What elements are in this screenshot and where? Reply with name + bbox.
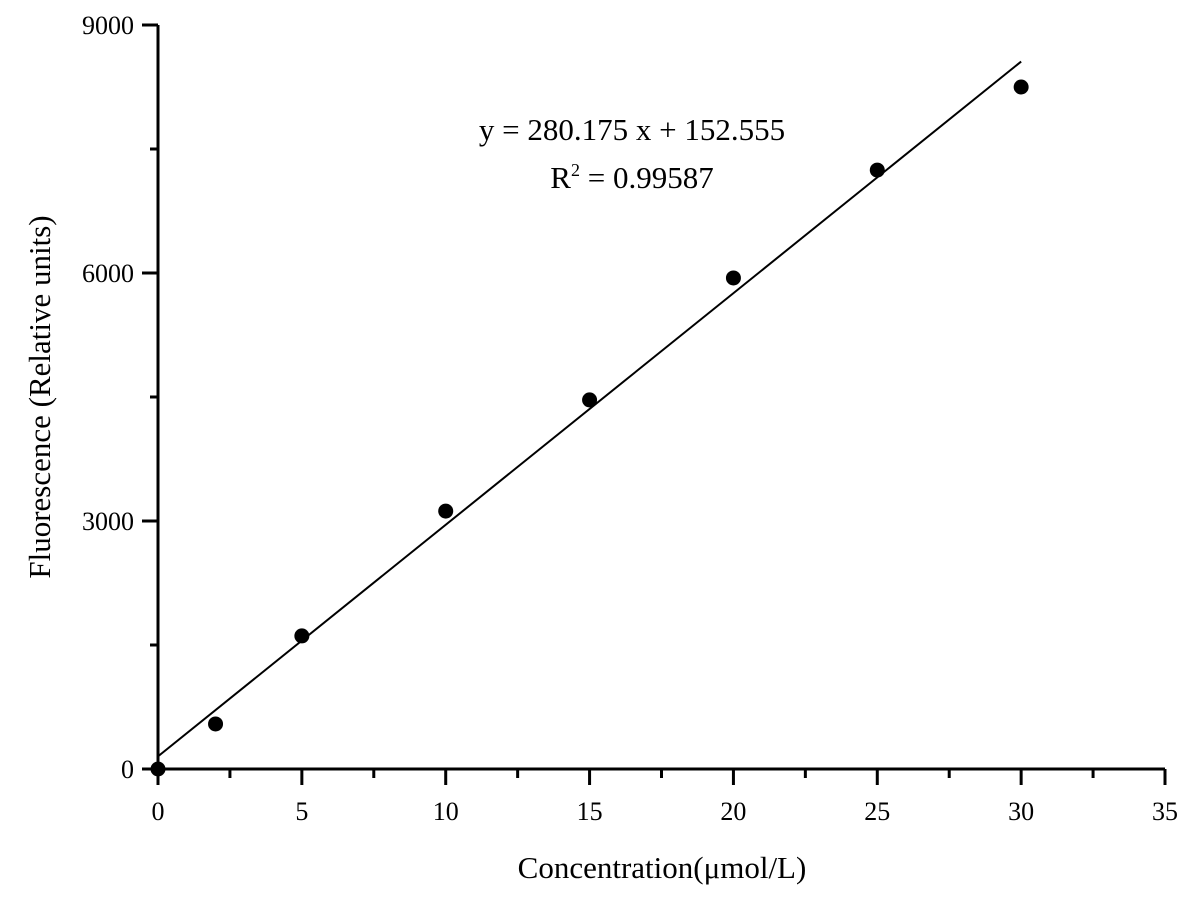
x-tick-label: 10: [433, 797, 459, 826]
x-axis-label: Concentration(μmol/L): [518, 850, 807, 885]
data-point: [150, 761, 166, 777]
y-tick-label: 9000: [82, 11, 134, 40]
y-tick-label: 3000: [82, 507, 134, 536]
data-point: [582, 392, 598, 408]
x-tick-label: 20: [720, 797, 746, 826]
x-tick-label: 0: [152, 797, 165, 826]
x-tick-label: 25: [864, 797, 890, 826]
x-tick-label: 15: [577, 797, 603, 826]
x-tick-label: 30: [1008, 797, 1034, 826]
data-point: [208, 716, 224, 732]
data-point: [294, 628, 310, 644]
equation-label: y = 280.175 x + 152.555: [479, 112, 785, 147]
r-squared-label: R2 = 0.99587: [550, 160, 713, 195]
data-point: [725, 270, 741, 286]
data-point: [869, 162, 885, 178]
data-point: [438, 503, 454, 519]
y-tick-label: 0: [121, 755, 134, 784]
y-axis-label: Fluorescence (Relative units): [22, 215, 57, 578]
x-tick-label: 5: [295, 797, 308, 826]
y-tick-label: 6000: [82, 259, 134, 288]
x-tick-label: 35: [1152, 797, 1178, 826]
data-point: [1013, 79, 1029, 95]
